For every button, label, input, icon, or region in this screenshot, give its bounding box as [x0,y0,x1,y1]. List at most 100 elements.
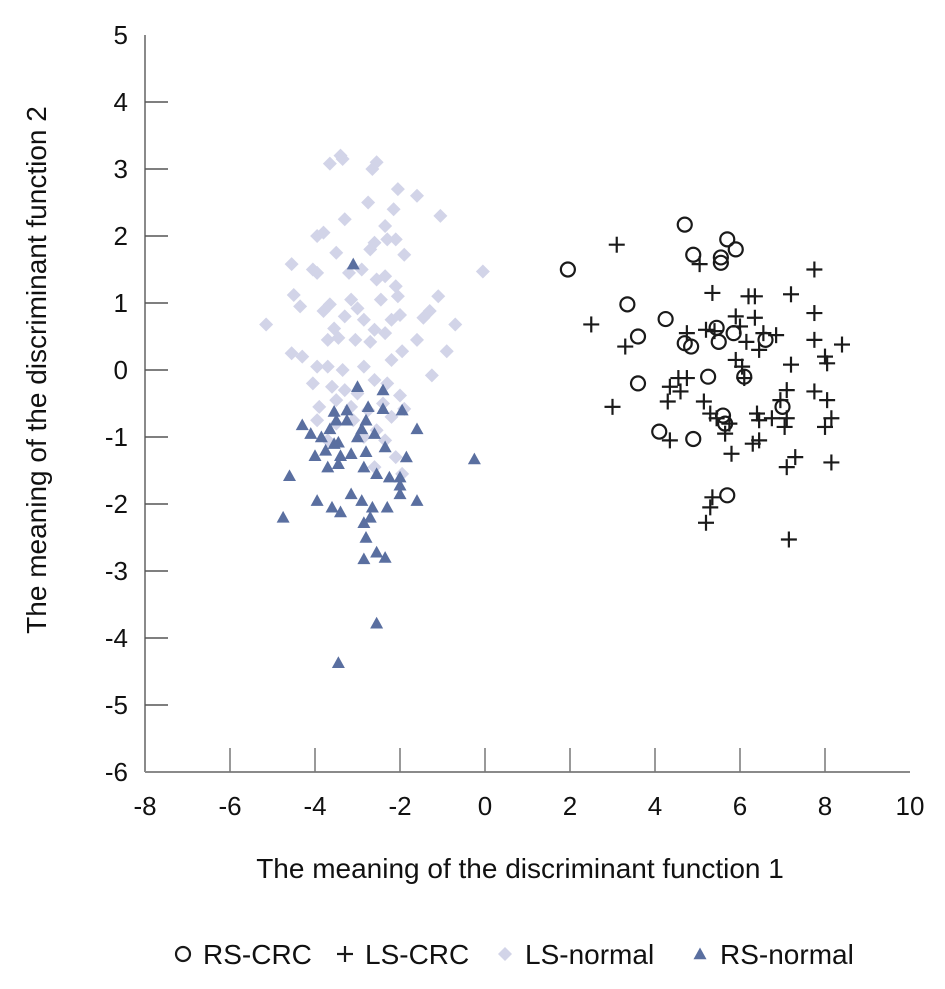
series-ls-normal [259,148,490,481]
series-ls-crc [583,236,850,548]
x-tick-label: -2 [388,791,411,821]
point-ls-normal [386,202,401,217]
point-ls-crc [783,286,799,303]
point-ls-normal [439,344,454,359]
legend-label-rs-normal: RS-normal [720,939,854,970]
point-rs-normal [370,545,384,558]
point-rs-normal [351,430,364,443]
y-axis-title: The meaning of the discriminant function… [21,106,52,634]
point-ls-crc [695,393,712,410]
series-rs-crc [559,216,791,504]
point-rs-normal [331,435,345,448]
point-ls-normal [380,232,395,247]
point-ls-crc [823,410,840,427]
point-ls-normal [431,289,446,304]
point-rs-crc [708,319,725,336]
point-ls-normal [305,376,320,391]
y-tick-label: 3 [114,154,128,184]
point-rs-normal [276,510,290,523]
point-rs-normal [308,449,322,461]
point-rs-normal [310,494,324,506]
point-rs-normal [378,551,392,563]
point-rs-normal [295,418,309,431]
y-tick-label: 0 [114,355,128,385]
y-tick-label: -5 [105,690,128,720]
point-ls-normal [354,262,369,277]
point-rs-normal [334,505,347,518]
point-ls-crc [704,284,721,301]
point-ls-crc [721,415,738,432]
point-rs-normal [355,494,369,506]
point-ls-normal [388,279,403,294]
point-ls-crc [698,321,714,338]
point-ls-normal [295,349,310,364]
point-ls-normal [284,257,299,272]
x-tick-label: 10 [896,791,925,821]
point-rs-normal [361,400,375,413]
point-ls-crc [691,256,708,273]
point-rs-crc [719,487,736,504]
x-axis-title: The meaning of the discriminant function… [256,853,784,884]
point-rs-normal [346,257,360,270]
point-rs-normal [378,440,392,453]
point-ls-crc [708,410,725,427]
point-ls-crc [704,489,721,506]
point-ls-normal [342,265,356,280]
y-axis-tick-labels: 5 4 3 2 1 0 -1 -2 -3 -4 -5 -6 [105,20,128,787]
point-ls-normal [367,322,382,337]
point-rs-normal [376,402,390,415]
point-rs-normal [327,405,341,417]
point-rs-normal [365,500,379,513]
point-ls-crc [778,382,795,399]
point-ls-normal [331,330,346,345]
x-axis-tick-labels: -8 -6 -4 -2 0 2 4 6 8 10 [133,791,924,821]
point-ls-normal [320,332,335,347]
point-ls-crc [717,425,734,442]
point-ls-normal [390,289,405,304]
point-ls-crc [819,392,836,409]
point-rs-crc [685,246,702,263]
point-ls-normal [390,182,405,197]
point-ls-normal [361,195,376,210]
point-ls-crc [702,499,719,516]
legend-label-ls-crc: LS-CRC [365,939,469,970]
point-ls-crc [817,418,833,435]
point-ls-normal [475,264,490,279]
point-rs-crc [725,325,742,342]
point-ls-crc [678,325,695,342]
point-ls-crc [806,261,823,278]
series-rs-normal [276,257,481,668]
point-ls-crc [738,333,755,350]
point-ls-crc [672,383,689,400]
point-ls-normal [322,156,337,171]
point-rs-normal [359,445,373,457]
point-ls-normal [410,188,424,203]
point-ls-crc [819,355,836,372]
point-rs-normal [357,516,371,528]
point-rs-normal [355,422,369,435]
point-rs-crc [685,430,702,448]
point-rs-normal [283,469,296,482]
point-rs-normal [304,427,318,439]
point-rs-normal [376,383,390,396]
point-ls-normal [393,308,407,323]
point-ls-crc [749,405,765,422]
point-ls-normal [378,269,393,284]
point-ls-crc [806,305,823,322]
point-ls-crc [772,392,789,409]
point-ls-crc [659,393,676,410]
point-ls-normal [293,299,308,314]
point-ls-normal [384,352,399,367]
point-rs-crc [629,375,647,392]
point-ls-crc [778,410,795,427]
point-ls-crc [736,370,753,387]
point-rs-crc [712,254,729,271]
point-ls-normal [316,304,331,319]
point-ls-crc [780,531,797,548]
point-ls-normal [373,292,388,307]
point-ls-crc [806,383,823,400]
point-rs-normal [393,478,407,491]
point-rs-normal [325,500,339,513]
point-ls-normal [416,310,431,325]
